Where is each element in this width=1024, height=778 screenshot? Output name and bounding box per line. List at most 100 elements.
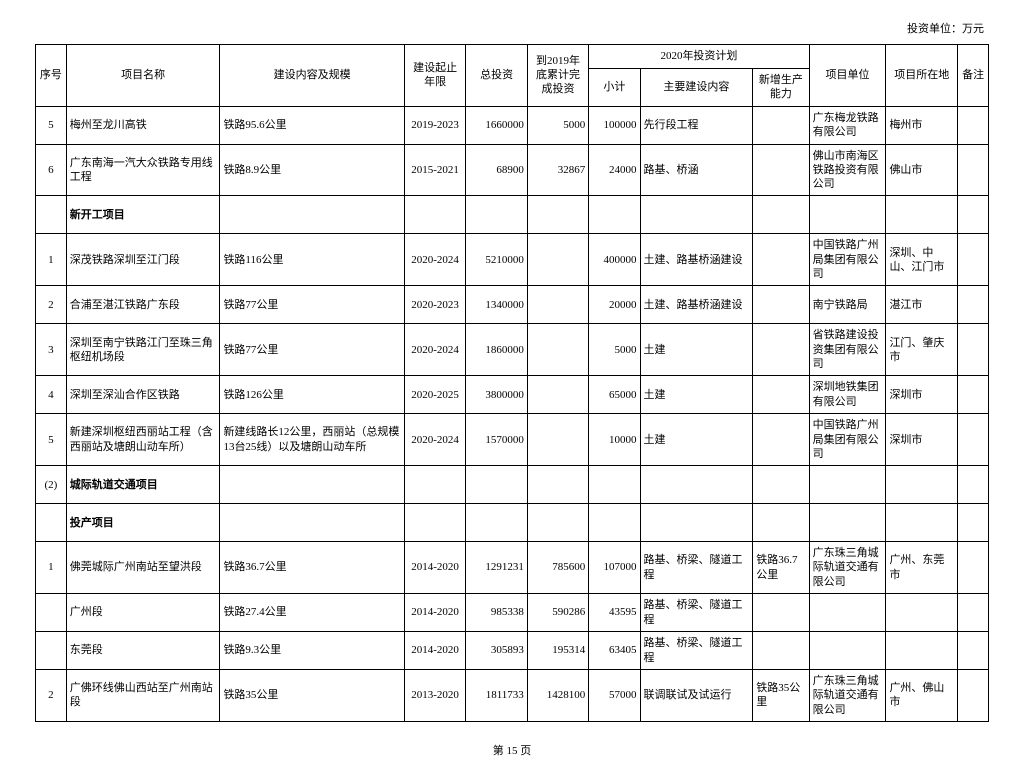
cell-subtotal: [589, 504, 640, 542]
cell-unit: [809, 196, 886, 234]
cell-name: 广州段: [66, 594, 220, 632]
table-body: 5梅州至龙川高铁铁路95.6公里2019-2023166000050001000…: [36, 106, 989, 721]
cell-period: 2020-2024: [404, 234, 465, 286]
investment-table: 序号 项目名称 建设内容及规模 建设起止年限 总投资 到2019年底累计完成投资…: [35, 44, 989, 722]
cell-done: 1428100: [527, 670, 588, 722]
cell-cap: [753, 466, 809, 504]
cell-content: 铁路36.7公里: [220, 542, 404, 594]
cell-name: 投产项目: [66, 504, 220, 542]
cell-name: 新建深圳枢纽西丽站工程（含西丽站及塘朗山动车所）: [66, 414, 220, 466]
cell-total: 1860000: [466, 324, 527, 376]
cell-main: 路基、桥涵: [640, 144, 753, 196]
cell-name: 合浦至湛江铁路广东段: [66, 286, 220, 324]
cell-period: 2014-2020: [404, 542, 465, 594]
table-row: 2广佛环线佛山西站至广州南站段铁路35公里2013-20201811733142…: [36, 670, 989, 722]
cell-seq: 3: [36, 324, 67, 376]
cell-seq: 1: [36, 234, 67, 286]
cell-subtotal: 100000: [589, 106, 640, 144]
table-row: 3深圳至南宁铁路江门至珠三角枢纽机场段铁路77公里2020-2024186000…: [36, 324, 989, 376]
cell-name: 广东南海一汽大众铁路专用线工程: [66, 144, 220, 196]
cell-total: [466, 504, 527, 542]
cell-seq: 2: [36, 286, 67, 324]
cell-period: 2014-2020: [404, 632, 465, 670]
cell-content: 铁路77公里: [220, 286, 404, 324]
cell-name: 深茂铁路深圳至江门段: [66, 234, 220, 286]
cell-note: [958, 324, 989, 376]
cell-loc: 梅州市: [886, 106, 958, 144]
cell-content: 铁路77公里: [220, 324, 404, 376]
cell-done: 590286: [527, 594, 588, 632]
table-row: 新开工项目: [36, 196, 989, 234]
cell-cap: [753, 324, 809, 376]
cell-seq: (2): [36, 466, 67, 504]
table-row: 东莞段铁路9.3公里2014-202030589319531463405路基、桥…: [36, 632, 989, 670]
cell-period: [404, 196, 465, 234]
cell-seq: [36, 504, 67, 542]
cell-content: 铁路95.6公里: [220, 106, 404, 144]
cell-name: 新开工项目: [66, 196, 220, 234]
cell-total: 3800000: [466, 376, 527, 414]
header-main: 主要建设内容: [640, 69, 753, 107]
cell-name: 梅州至龙川高铁: [66, 106, 220, 144]
cell-unit: 佛山市南海区铁路投资有限公司: [809, 144, 886, 196]
cell-note: [958, 632, 989, 670]
cell-name: 深圳至深汕合作区铁路: [66, 376, 220, 414]
cell-cap: [753, 414, 809, 466]
cell-done: [527, 466, 588, 504]
cell-main: [640, 196, 753, 234]
cell-unit: 中国铁路广州局集团有限公司: [809, 414, 886, 466]
header-period: 建设起止年限: [404, 45, 465, 107]
cell-seq: 4: [36, 376, 67, 414]
cell-done: [527, 414, 588, 466]
cell-content: [220, 466, 404, 504]
cell-total: 5210000: [466, 234, 527, 286]
cell-done: [527, 234, 588, 286]
cell-total: 1811733: [466, 670, 527, 722]
cell-note: [958, 542, 989, 594]
cell-period: 2020-2024: [404, 414, 465, 466]
cell-done: [527, 196, 588, 234]
cell-content: 铁路35公里: [220, 670, 404, 722]
cell-period: 2014-2020: [404, 594, 465, 632]
cell-main: [640, 504, 753, 542]
cell-content: [220, 504, 404, 542]
cell-name: 深圳至南宁铁路江门至珠三角枢纽机场段: [66, 324, 220, 376]
header-name: 项目名称: [66, 45, 220, 107]
table-row: 6广东南海一汽大众铁路专用线工程铁路8.9公里2015-202168900328…: [36, 144, 989, 196]
cell-note: [958, 144, 989, 196]
cell-unit: [809, 594, 886, 632]
cell-loc: 广州、东莞市: [886, 542, 958, 594]
cell-main: 土建: [640, 324, 753, 376]
cell-done: [527, 504, 588, 542]
cell-note: [958, 376, 989, 414]
table-row: (2)城际轨道交通项目: [36, 466, 989, 504]
cell-cap: [753, 504, 809, 542]
cell-total: 1340000: [466, 286, 527, 324]
cell-period: 2015-2021: [404, 144, 465, 196]
cell-subtotal: [589, 466, 640, 504]
cell-seq: [36, 196, 67, 234]
cell-loc: [886, 594, 958, 632]
cell-done: 785600: [527, 542, 588, 594]
cell-total: 305893: [466, 632, 527, 670]
cell-main: 路基、桥梁、隧道工程: [640, 594, 753, 632]
header-note: 备注: [958, 45, 989, 107]
cell-cap: 铁路36.7公里: [753, 542, 809, 594]
cell-done: 32867: [527, 144, 588, 196]
page-footer: 第 15 页: [35, 742, 989, 758]
cell-subtotal: 24000: [589, 144, 640, 196]
cell-total: 1660000: [466, 106, 527, 144]
header-total: 总投资: [466, 45, 527, 107]
cell-main: 路基、桥梁、隧道工程: [640, 632, 753, 670]
cell-unit: 广东珠三角城际轨道交通有限公司: [809, 670, 886, 722]
cell-main: 土建: [640, 414, 753, 466]
cell-loc: [886, 504, 958, 542]
cell-done: 5000: [527, 106, 588, 144]
table-header: 序号 项目名称 建设内容及规模 建设起止年限 总投资 到2019年底累计完成投资…: [36, 45, 989, 107]
cell-loc: 广州、佛山市: [886, 670, 958, 722]
cell-cap: [753, 196, 809, 234]
table-row: 4深圳至深汕合作区铁路铁路126公里2020-2025380000065000土…: [36, 376, 989, 414]
cell-note: [958, 106, 989, 144]
cell-content: 铁路27.4公里: [220, 594, 404, 632]
cell-note: [958, 594, 989, 632]
